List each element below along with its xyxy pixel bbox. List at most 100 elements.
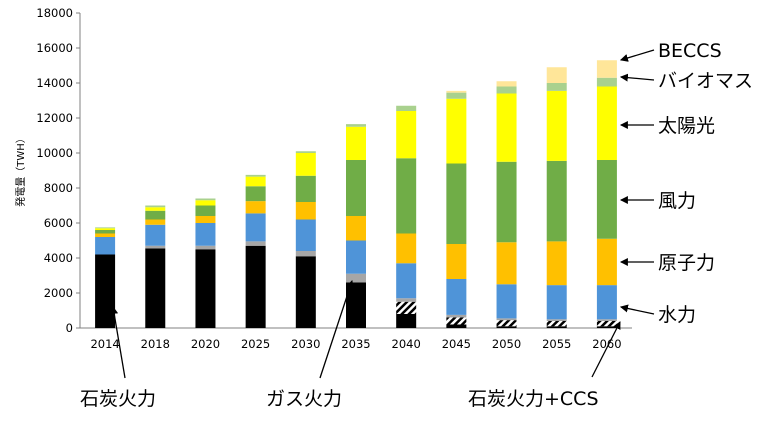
bar-segment [396,314,417,328]
bar-segment [446,244,467,279]
bar-segment [496,161,517,243]
series-annotation: 太陽光 [658,115,715,137]
bar-segment [446,317,467,325]
x-tick-label: 2025 [241,337,270,351]
bar-segment [596,319,617,321]
bar-segment [446,324,467,328]
bar-segment [295,202,316,220]
y-tick-label: 18000 [36,6,73,20]
bar-segment [596,326,617,328]
bar-segment [245,241,266,246]
bar-segment [346,240,366,274]
series-annotation: 水力 [658,304,696,326]
series-annotation: 石炭火力 [80,388,156,410]
bar-segment [95,230,116,234]
bar-segment [145,248,166,328]
bar-segment [546,90,567,161]
y-tick-label: 14000 [36,76,73,90]
bar-segment [245,174,266,177]
bar-segment [145,245,166,249]
bar-segment [295,256,316,328]
bar-segment [596,238,617,286]
y-tick-label: 0 [66,321,73,335]
bar-segment [346,160,366,216]
bar-segment [95,227,116,229]
bar-segment [95,254,116,328]
bar-segment [346,126,366,160]
bar-segment [245,245,266,328]
bar-segment [546,319,567,321]
bar-segment [446,279,467,315]
annotation-arrow [319,280,354,379]
bar-segment [145,205,166,208]
bar-segment [295,151,316,153]
series-annotation: BECCS [658,40,722,62]
bar-segment [346,124,366,127]
bar-segment [596,160,617,239]
x-tick-label: 2060 [592,337,621,351]
bar-segment [596,77,617,87]
bar-segment [546,83,567,91]
x-tick-label: 2018 [141,337,170,351]
bar-segment [245,201,266,214]
bar-segment [396,233,417,264]
bar-segment [496,86,517,94]
y-tick-label: 16000 [36,41,73,55]
series-annotation: バイオマス [658,70,753,92]
bar-segment [546,160,567,242]
bar-segment [396,263,417,299]
bar-segment [396,111,417,159]
bar-segment [195,198,216,201]
bar-segment [446,98,467,164]
bar-segment [596,321,617,327]
bar-segment [346,273,366,283]
bar-segment [195,205,216,216]
x-tick-label: 2050 [492,337,521,351]
bar-segment [546,326,567,328]
bar-segment [195,223,216,246]
bar-segment [496,242,517,285]
bar-segment [596,285,617,320]
annotation-arrow [591,321,621,378]
bar-segment [496,318,517,321]
bar-segment [245,186,266,202]
series-annotation: 石炭火力+CCS [468,388,599,410]
bar-segment [295,219,316,251]
bar-segment [145,219,166,225]
bar-segment [396,301,417,314]
y-tick-label: 6000 [44,216,73,230]
bar-segment [446,314,467,318]
bar-segment [145,224,166,246]
bar-segment [145,207,166,211]
bar-segment [496,93,517,162]
bar-segment [396,105,417,111]
bar-segment [546,241,567,286]
bar-segment [295,251,316,257]
annotation-arrow [619,49,655,62]
bar-segment [596,86,617,160]
bar-segment [596,60,617,78]
y-tick-label: 4000 [44,251,73,265]
bar-segment [546,67,567,83]
bar-segment [295,153,316,176]
y-tick-label: 8000 [44,181,73,195]
bar-segment [145,210,166,220]
bar-segment [95,233,116,237]
bar-segment [195,245,216,250]
y-tick-label: 10000 [36,146,73,160]
bar-segment [546,321,567,327]
bar-segment [295,175,316,202]
bar-segment [496,284,517,319]
x-tick-label: 2014 [90,337,119,351]
annotation-arrow [619,73,655,82]
annotation-arrow [110,306,126,379]
bar-segment [195,216,216,223]
bar-segment [245,213,266,242]
bar-segment [446,92,467,99]
series-annotation: ガス火力 [266,388,342,410]
x-tick-label: 2045 [442,337,471,351]
bar-segment [396,298,417,302]
bar-segment [95,228,116,230]
